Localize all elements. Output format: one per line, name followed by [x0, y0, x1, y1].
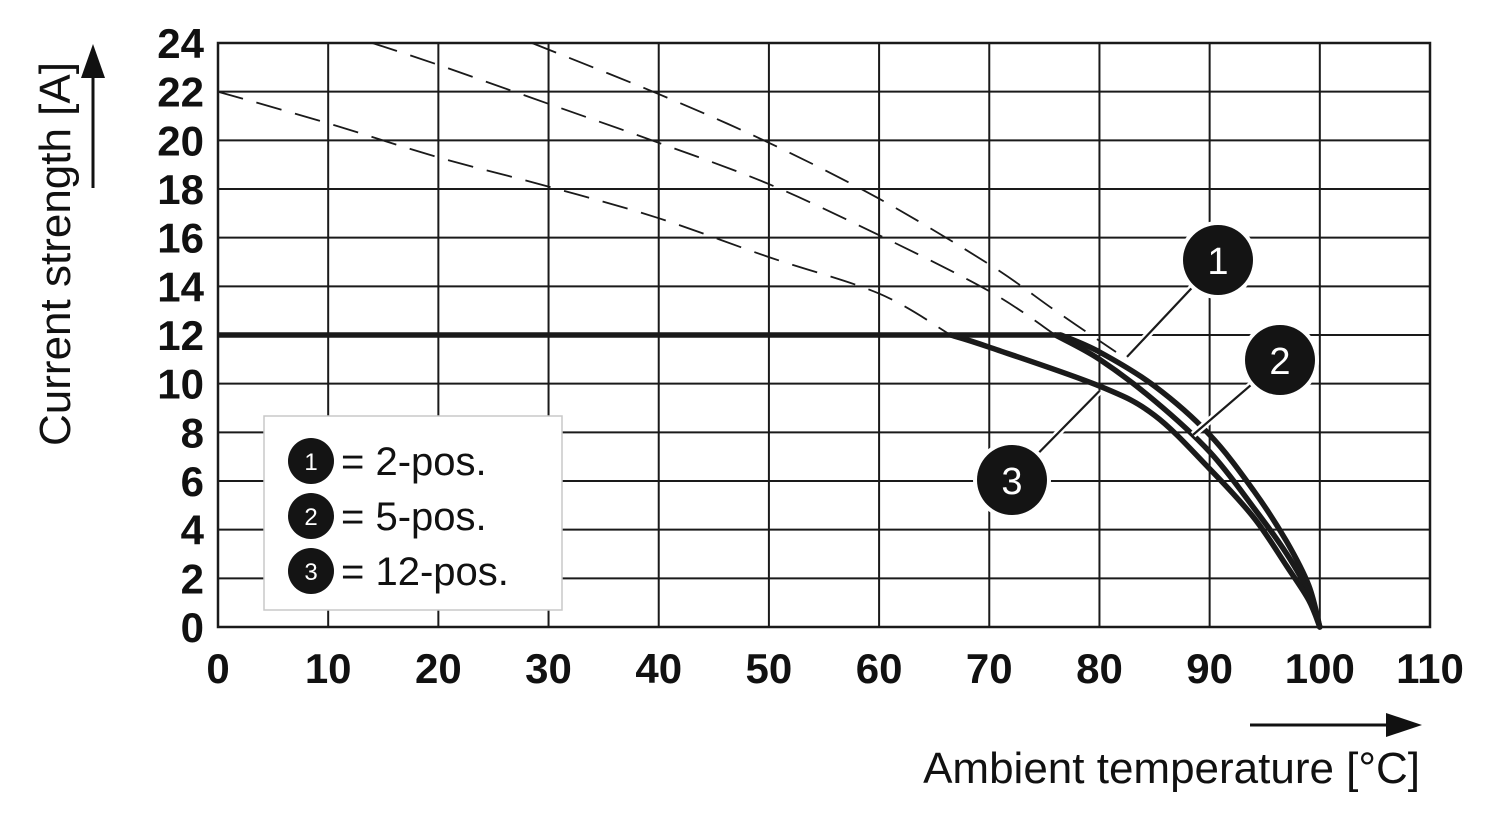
x-tick-label: 40 [635, 645, 682, 692]
x-tick-label: 50 [746, 645, 793, 692]
callout-1-number: 1 [1207, 241, 1228, 283]
y-tick-label: 16 [157, 215, 204, 262]
x-tick-label: 30 [525, 645, 572, 692]
y-axis-arrow-head [81, 44, 105, 78]
callout-2-number: 2 [1269, 341, 1290, 383]
legend-badge-number: 2 [304, 504, 317, 531]
series-layer [217, 42, 1323, 630]
legend-badge-number: 1 [304, 449, 317, 476]
x-tick-label: 90 [1186, 645, 1233, 692]
y-tick-label: 12 [157, 312, 204, 359]
y-axis-title-group: Current strength [A] [31, 44, 105, 446]
legend-badge-3 [288, 548, 334, 594]
callout-2-badge [1245, 325, 1315, 395]
y-tick-label: 22 [157, 69, 204, 116]
y-tick-label: 20 [157, 117, 204, 164]
y-tick-label: 14 [157, 263, 204, 310]
x-tick-label: 80 [1076, 645, 1123, 692]
callout-1-leader [1126, 286, 1193, 358]
y-tick-label: 24 [157, 20, 204, 67]
callout-3-leader [1037, 390, 1101, 454]
y-tick-label: 18 [157, 166, 204, 213]
x-tick-label: 20 [415, 645, 462, 692]
y-tick-label: 4 [181, 507, 205, 554]
y-tick-label: 6 [181, 458, 204, 505]
legend-badge-1 [288, 438, 334, 484]
y-axis-title: Current strength [A] [31, 62, 80, 446]
callout-3-number: 3 [1001, 461, 1022, 503]
tick-labels: 0 10 20 30 40 50 60 70 80 90 100 110024681012141618… [157, 20, 1464, 692]
x-axis-arrow-head [1386, 713, 1422, 737]
y-tick-label: 8 [181, 409, 204, 456]
callout-1-badge [1183, 225, 1253, 295]
series-1-solid-line [1058, 332, 1323, 630]
series-1-dashed-line [531, 42, 1117, 353]
callout-2-leader [1192, 383, 1252, 436]
series-2-dashed-line [372, 42, 1056, 336]
x-tick-label: 70 [966, 645, 1013, 692]
legend-badge-2 [288, 493, 334, 539]
y-tick-label: 2 [181, 555, 204, 602]
legend-label: = 2-pos. [341, 440, 487, 484]
x-tick-label: 0 [206, 645, 229, 692]
series-3-dashed-line [217, 90, 952, 336]
x-axis-title: Ambient temperature [°C] [923, 744, 1420, 793]
x-tick-label: 10 [305, 645, 352, 692]
x-tick-label: 60 [856, 645, 903, 692]
legend-label: = 5-pos. [341, 495, 487, 539]
legend-label: = 12-pos. [341, 550, 509, 594]
series-3-solid-line [947, 332, 1323, 630]
y-tick-label: 10 [157, 361, 204, 408]
legend-badge-number: 3 [304, 559, 317, 586]
series-callouts: 1 2 3 [973, 221, 1319, 519]
callout-3-badge [977, 445, 1047, 515]
x-tick-label: 100 [1285, 645, 1355, 692]
y-tick-label: 0 [181, 604, 204, 651]
x-axis-title-group: Ambient temperature [°C] [923, 713, 1422, 793]
x-tick-label: 110 [1396, 645, 1464, 692]
series-2-solid-line [1052, 332, 1323, 630]
legend: 1 = 2-pos. 2 = 5-pos. 3 = 12-pos. [263, 415, 563, 611]
